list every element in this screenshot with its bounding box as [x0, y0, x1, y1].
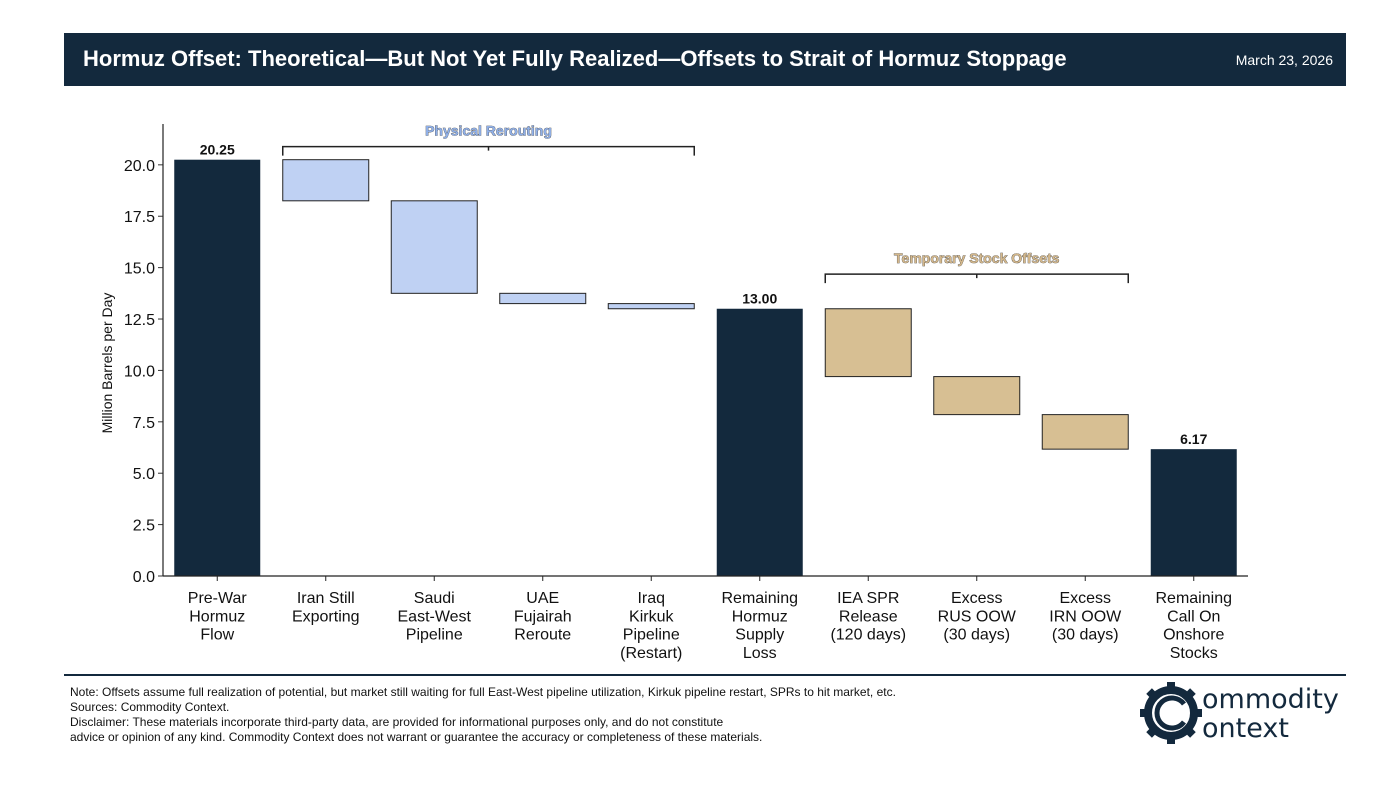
x-tick-label: Iran Still Exporting: [292, 590, 360, 625]
report-date: March 23, 2026: [1235, 52, 1333, 68]
y-tick-label: 15.0: [124, 261, 155, 278]
footer-divider: [64, 674, 1346, 676]
y-tick-label: 5.0: [133, 466, 155, 483]
bar-stock: [933, 376, 1021, 416]
y-tick-label: 7.5: [133, 415, 155, 432]
bar-value-label: 20.25: [200, 142, 235, 158]
bar-physical: [282, 159, 370, 202]
x-tick-label: Pre-War Hormuz Flow: [188, 590, 248, 644]
note-line: Note: Offsets assume full realization of…: [70, 685, 896, 699]
x-tick-label: IEA SPR Release (120 days): [830, 590, 906, 644]
x-tick-label: UAE Fujairah Reroute: [514, 590, 572, 644]
y-tick-label: 0.0: [133, 569, 155, 586]
y-axis-label: Million Barrels per Day: [99, 293, 115, 434]
bar-total: [716, 308, 803, 576]
waterfall-chart: Million Barrels per Day 0.0 2.5 5.0 7.5 10.0 1…: [99, 122, 1248, 662]
sources-line: Sources: Commodity Context.: [70, 700, 230, 714]
chart-header: Hormuz Offset: Theoretical—But Not Yet F…: [64, 33, 1346, 86]
logo-word-commodity: ommodity: [1202, 684, 1339, 715]
x-tick-label: Remaining Hormuz Supply Loss: [722, 590, 798, 662]
bar-physical: [607, 303, 695, 310]
bar-stock: [1041, 414, 1129, 450]
bracket-label: Physical Rerouting: [425, 123, 552, 139]
x-tick-label: Saudi East-West Pipeline: [398, 590, 472, 644]
bar-value-label: 6.17: [1180, 431, 1207, 447]
bracket-label: Temporary Stock Offsets: [894, 250, 1060, 266]
logo-word-context: ontext: [1202, 713, 1289, 744]
disclaimer-line-2: advice or opinion of any kind. Commodity…: [70, 730, 763, 744]
y-tick-label: 12.5: [124, 312, 155, 329]
bar-value-label: 13.00: [742, 291, 777, 307]
bracket-line: [282, 145, 695, 156]
x-tick-label: Excess IRN OOW (30 days): [1049, 590, 1122, 644]
bar-physical: [499, 292, 587, 305]
x-tick-label: Excess RUS OOW (30 days): [938, 590, 1017, 644]
y-tick-label: 10.0: [124, 363, 155, 380]
footer-notes: Note: Offsets assume full realization of…: [70, 685, 896, 745]
disclaimer-line-1: Disclaimer: These materials incorporate …: [70, 715, 724, 729]
x-tick-label: Iraq Kirkuk Pipeline (Restart): [620, 590, 682, 662]
commodity-context-logo: ommodity ontext: [1140, 680, 1340, 748]
y-tick-label: 2.5: [133, 518, 155, 535]
bar-total: [174, 159, 261, 576]
bar-stock: [824, 308, 912, 378]
bracket-line: [824, 273, 1129, 284]
gear-icon: [1140, 682, 1202, 744]
bar-total: [1150, 449, 1237, 576]
bar-physical: [390, 200, 478, 294]
x-tick-label: Remaining Call On Onshore Stocks: [1156, 590, 1232, 662]
y-tick-label: 20.0: [124, 158, 155, 175]
chart-title: Hormuz Offset: Theoretical—But Not Yet F…: [83, 46, 1067, 71]
y-tick-label: 17.5: [124, 209, 155, 226]
